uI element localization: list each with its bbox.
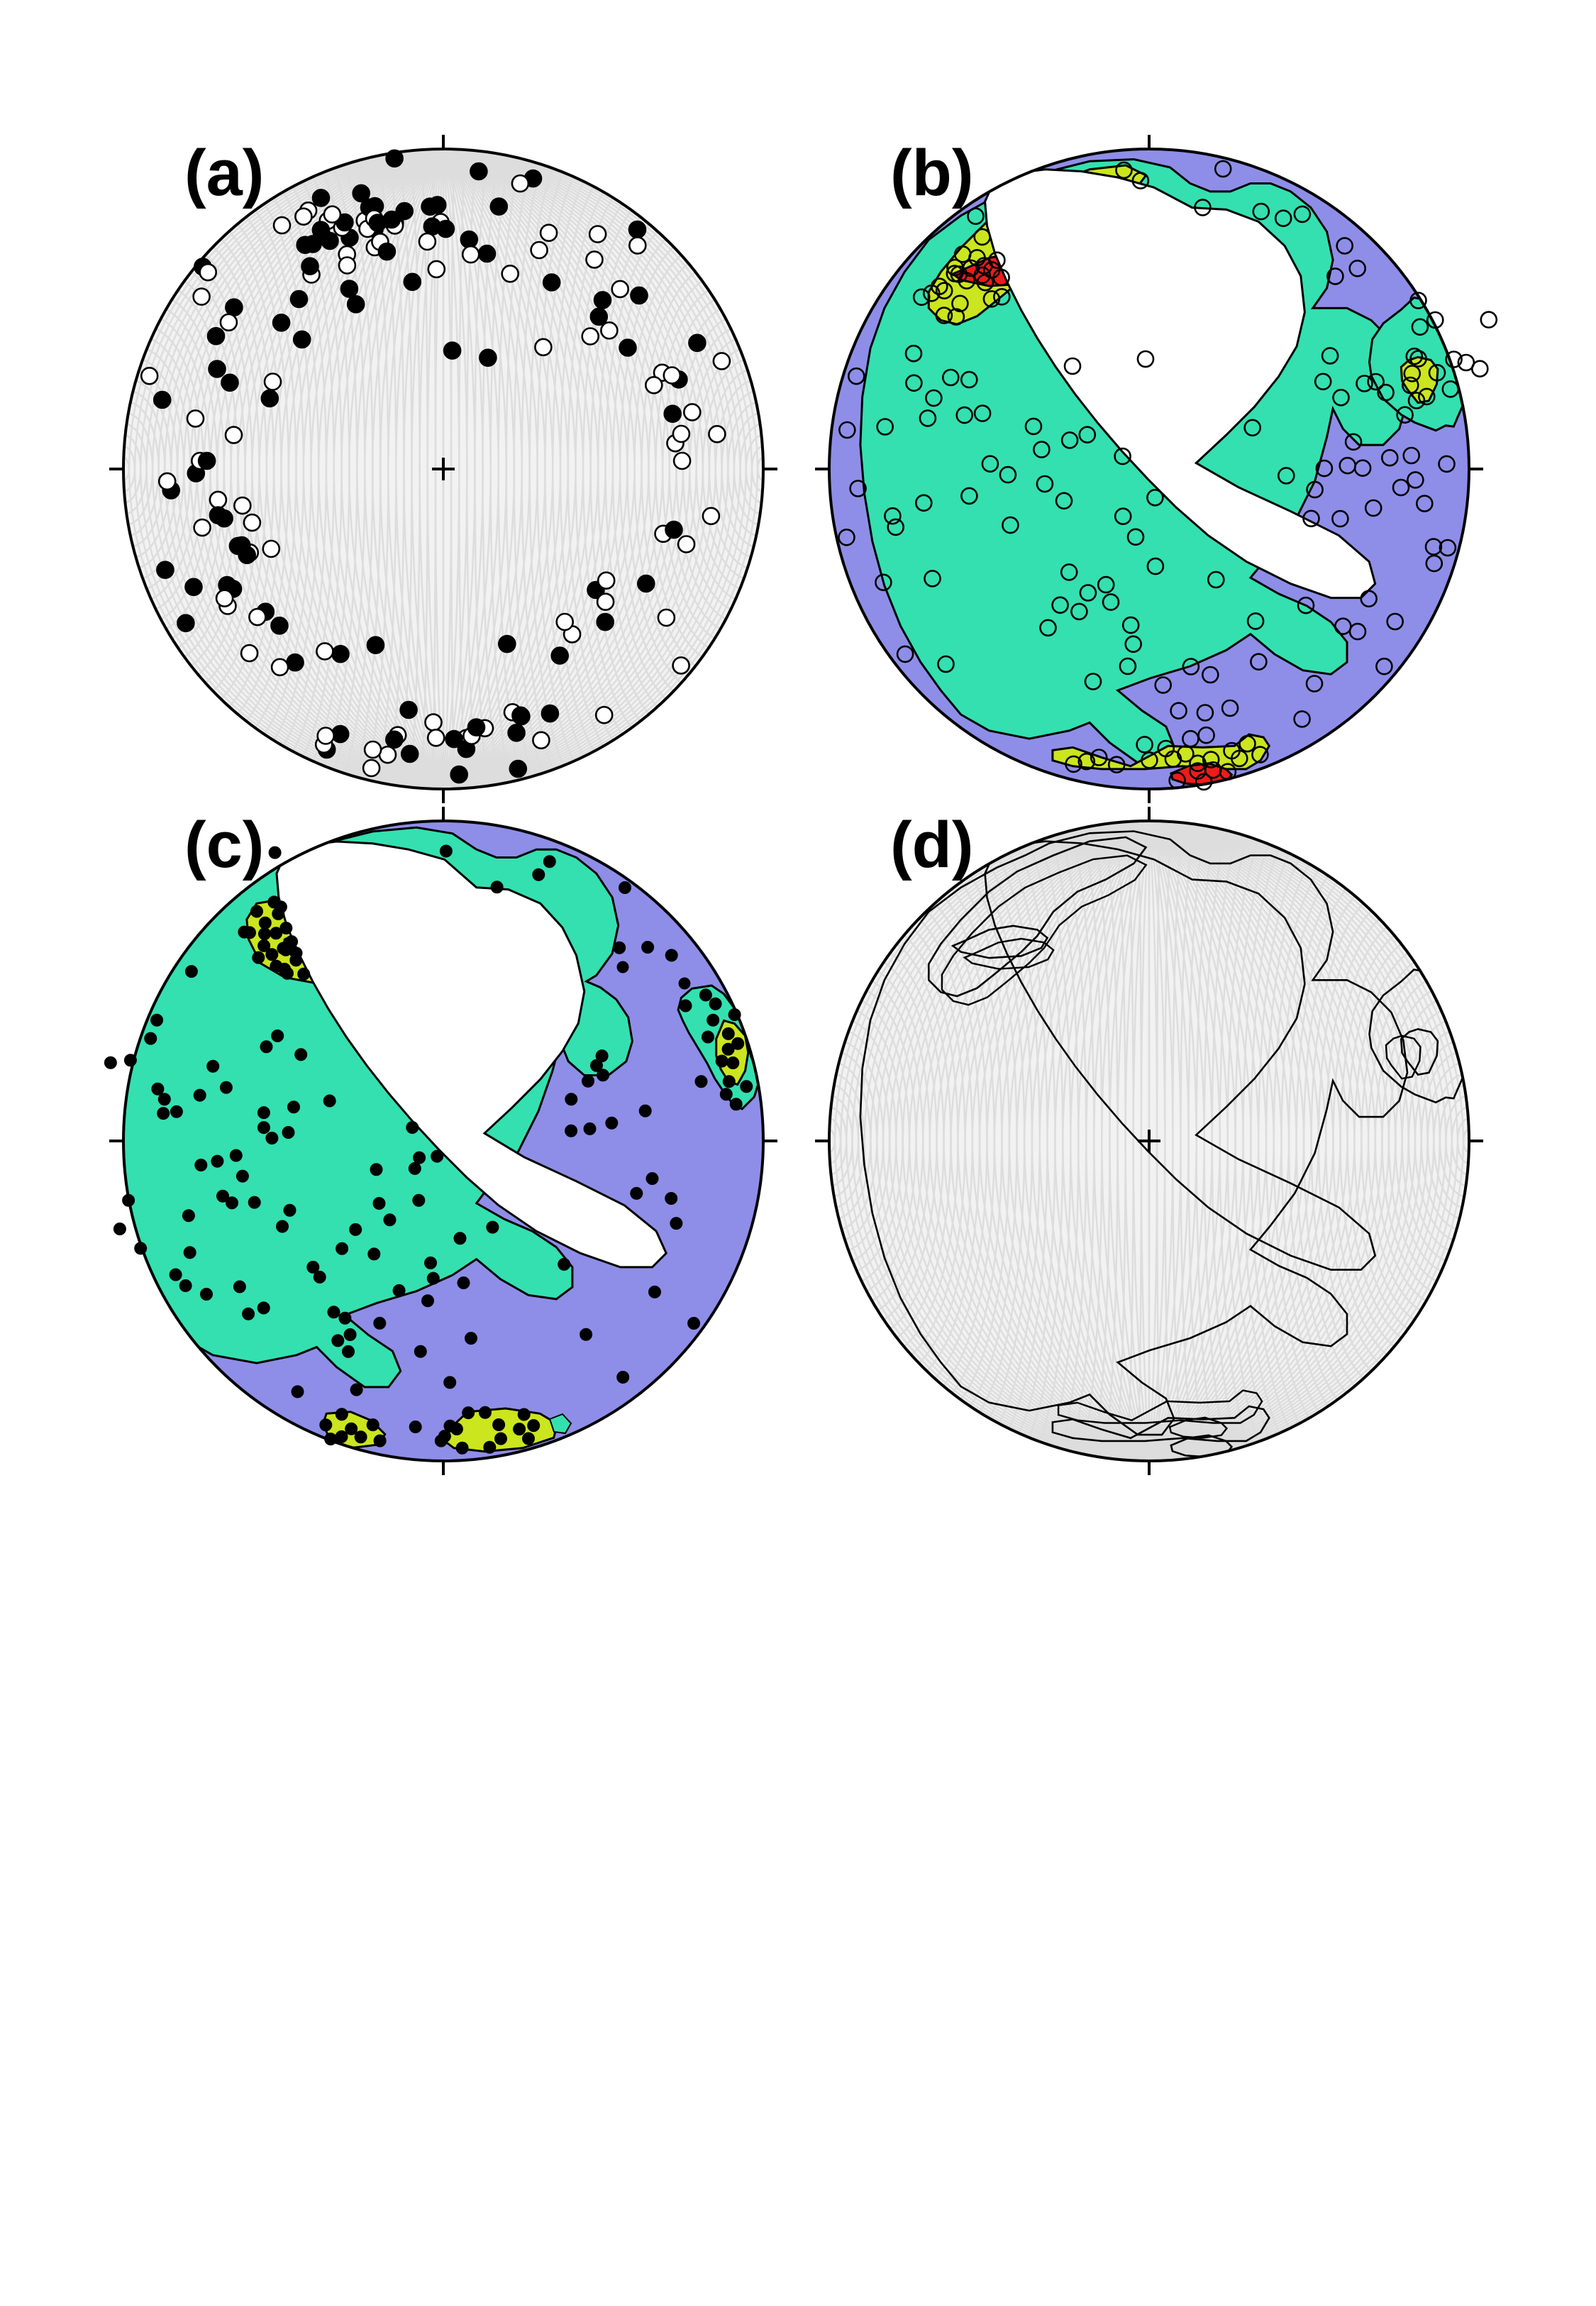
svg-text:(d): (d): [890, 809, 973, 881]
svg-text:(a): (a): [184, 137, 264, 209]
svg-text:(b): (b): [890, 137, 973, 209]
svg-text:(c): (c): [184, 809, 264, 881]
